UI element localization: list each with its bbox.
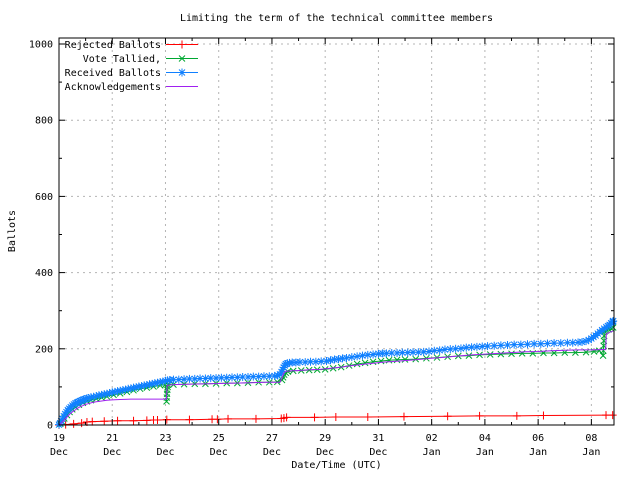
x-tick-label-day: 31 [372, 433, 384, 444]
tick-labels: 0 200 400 600 800 1000 19 Dec 21 Dec 23 Dec 25 Dec 27 D… [29, 40, 600, 459]
y-tick-label: 1000 [29, 40, 53, 51]
x-tick-label-day: 23 [159, 433, 171, 444]
x-tick-label-month: Jan [476, 447, 494, 458]
legend-label: Acknowledgements [65, 82, 161, 93]
series-markers-0 [55, 411, 617, 429]
legend-label: Rejected Ballots [65, 40, 161, 51]
legend-label: Received Ballots [65, 68, 161, 79]
x-tick-label-month: Dec [369, 447, 387, 458]
x-tick-label-month: Dec [263, 447, 281, 458]
y-tick-label: 600 [35, 192, 53, 203]
y-axis-label: Ballots [7, 209, 18, 253]
x-tick-label-day: 27 [266, 433, 278, 444]
series-markers-1 [56, 324, 617, 428]
x-tick-label-month: Dec [103, 447, 121, 458]
y-tick-label: 800 [35, 116, 53, 127]
plot-border [58, 37, 615, 426]
series-line-3 [58, 330, 614, 426]
x-tick-label-day: 02 [426, 433, 438, 444]
y-tick-label: 200 [35, 344, 53, 355]
x-tick-label-day: 25 [213, 433, 225, 444]
series-markers-2 [55, 316, 618, 429]
x-tick-label-day: 29 [319, 433, 331, 444]
x-tick-label-month: Jan [582, 447, 600, 458]
x-tick-label-month: Dec [210, 447, 228, 458]
legend-item-0: Rejected Ballots [65, 40, 198, 51]
x-tick-label-month: Jan [423, 447, 441, 458]
y-tick-label: 400 [35, 268, 53, 279]
x-tick-label-month: Jan [529, 447, 547, 458]
x-tick-label-day: 06 [532, 433, 544, 444]
x-tick-label-day: 21 [106, 433, 118, 444]
y-tick-label: 0 [47, 421, 53, 432]
legend: Rejected Ballots Vote Tallied, Received Ba… [65, 40, 198, 93]
legend-item-1: Vote Tallied, [83, 54, 198, 65]
x-tick-label-day: 08 [585, 433, 597, 444]
legend-sample-marker [178, 68, 186, 77]
legend-sample-marker [178, 55, 186, 62]
x-axis-label: Date/Time (UTC) [291, 460, 382, 471]
x-tick-label-day: 04 [479, 433, 491, 444]
x-tick-label-month: Dec [316, 447, 334, 458]
legend-sample-marker [178, 40, 186, 49]
x-tick-label-day: 19 [53, 433, 65, 444]
series-line-2 [58, 320, 614, 425]
x-tick-label-month: Dec [50, 447, 68, 458]
grid [59, 38, 614, 425]
legend-label: Vote Tallied, [83, 54, 161, 65]
chart-title: Limiting the term of the technical commi… [179, 13, 494, 24]
legend-item-3: Acknowledgements [65, 82, 198, 93]
x-tick-label-month: Dec [156, 447, 174, 458]
legend-item-2: Received Ballots [65, 68, 198, 79]
